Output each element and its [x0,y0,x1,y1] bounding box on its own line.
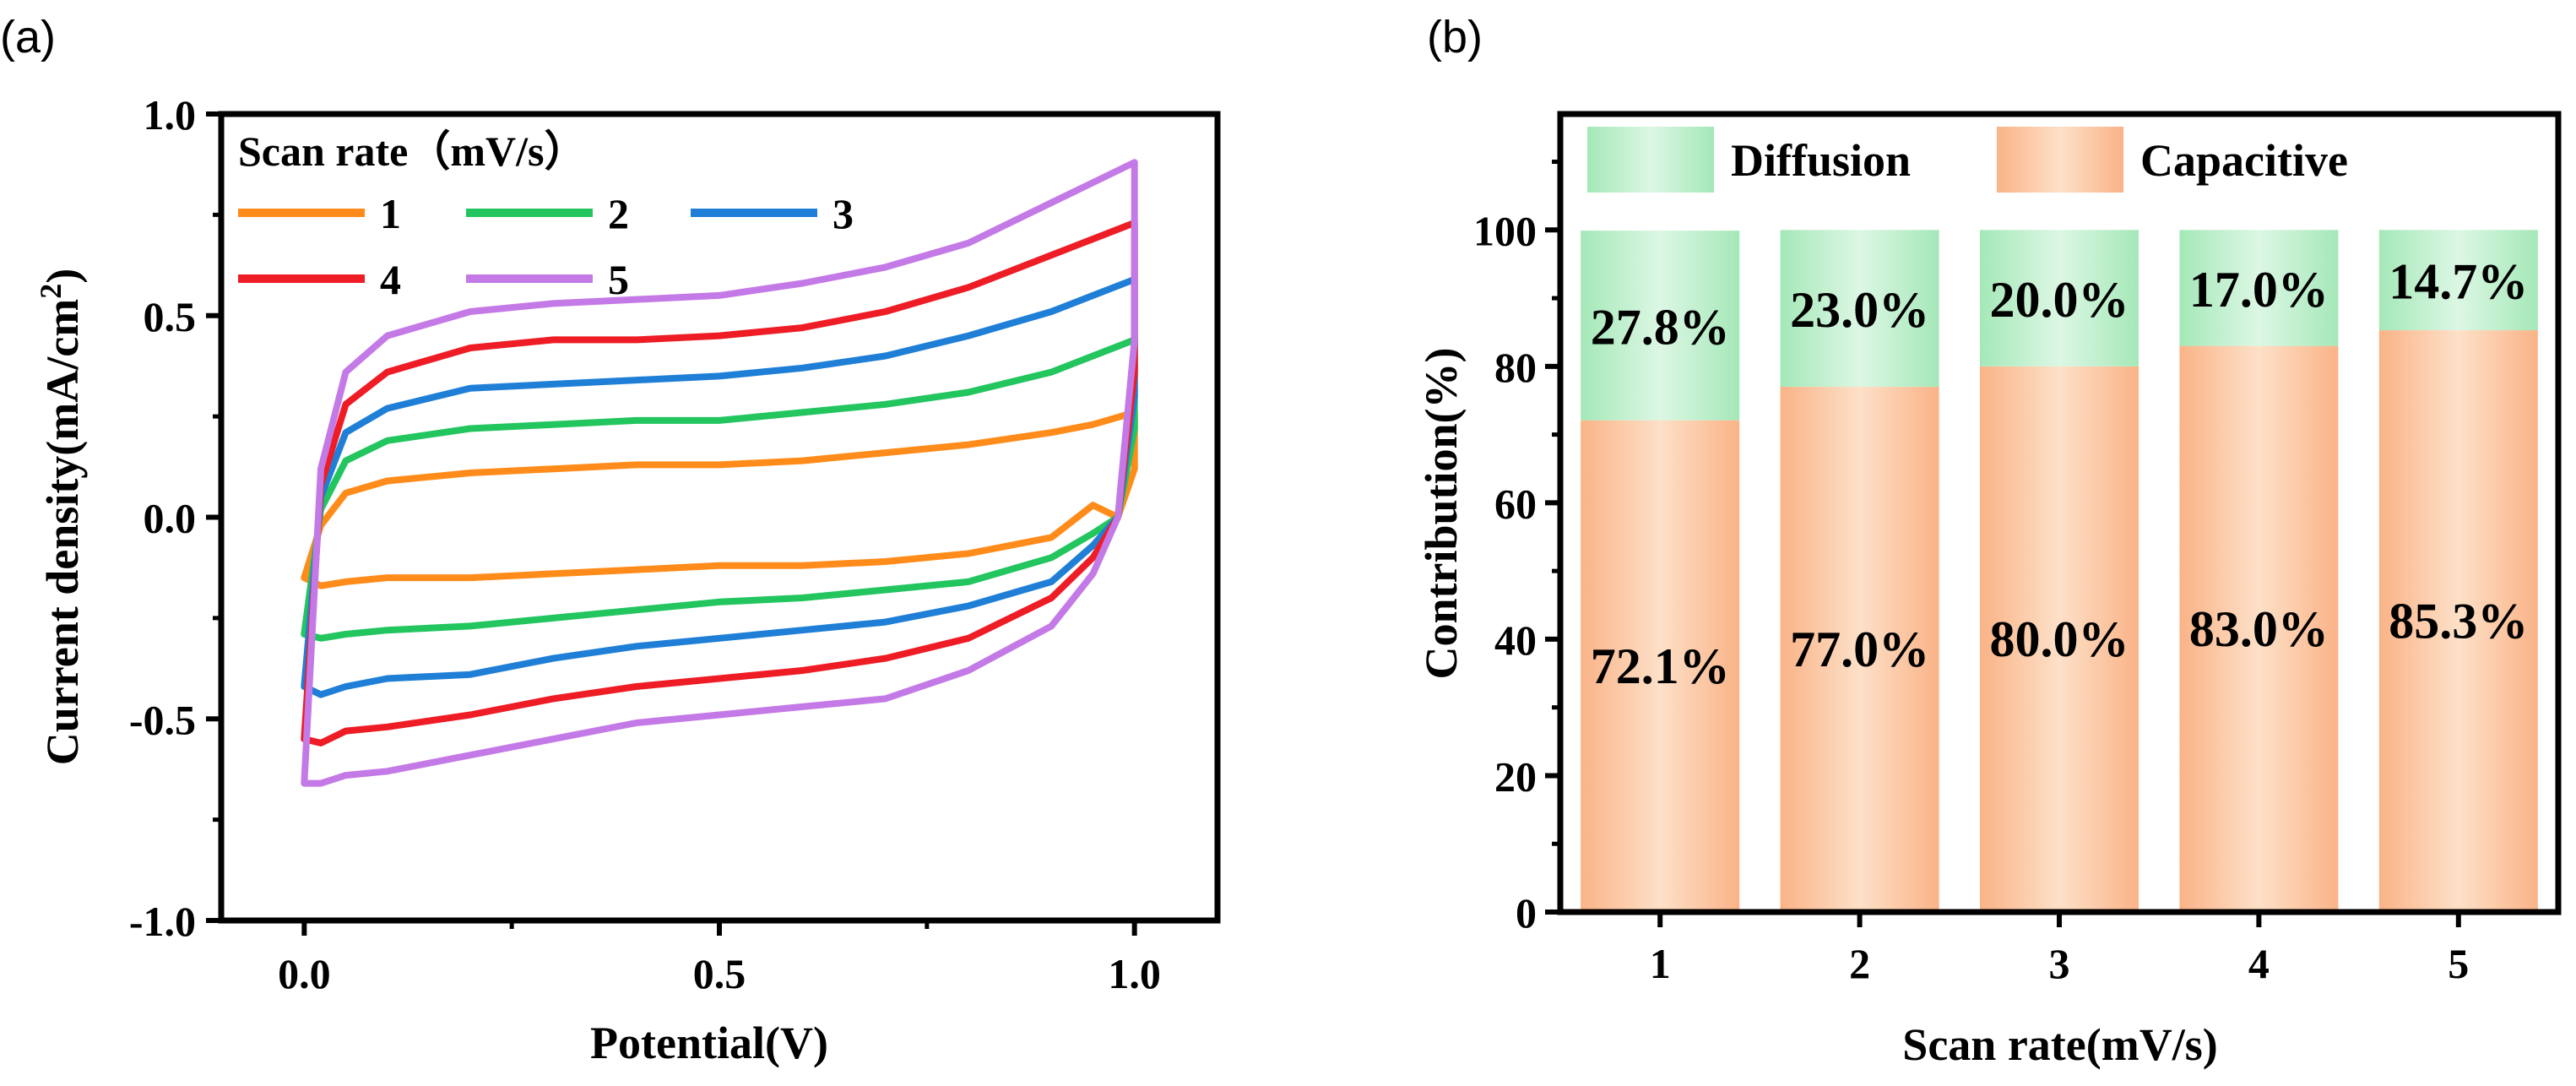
panel-a-label: (a) [0,12,56,62]
label-diffusion-5: 14.7% [2389,254,2528,310]
bar-capacitive-4 [2179,345,2339,913]
y-tick-label: 0.5 [144,293,197,340]
legend-label-3: 3 [832,190,854,237]
label-diffusion-3: 20.0% [1990,272,2129,328]
y-tick-label: 60 [1494,480,1537,527]
legend-items: 1 2 3 4 5 [238,190,854,303]
cv-curve-1 [301,409,1138,589]
legend-label-2: 2 [608,190,629,237]
y-tick-label: 1.0 [144,91,197,138]
x-tick-label: 0.0 [278,950,331,997]
panel-a-frame [218,111,1221,924]
panel-a-ticks: -1.0 -0.5 0.0 0.5 1.0 0.0 0.5 1.0 [129,91,1161,997]
panel-b-ticks: 0 20 40 60 80 100 1 2 3 4 5 [1473,160,2469,987]
panel-b: (b) 72.1% 27.8% 77.0% 23.0% 80.0% 20.0% 83.0% 1… [1416,12,2562,1070]
label-diffusion-2: 23.0% [1790,282,1929,338]
y-label-close: ) [37,269,88,284]
bar-capacitive-1 [1581,420,1740,913]
y-tick-label: 20 [1494,752,1537,800]
bar-diffusion-5 [2378,230,2538,331]
y-tick-label: 80 [1494,344,1537,391]
panel-a: (a) -1.0 -0.5 0.0 0.5 1.0 0.0 0.5 1.0 Potential… [0,12,1221,1068]
x-tick-label: 3 [2049,940,2070,987]
legend-label-5: 5 [608,256,629,303]
legend-label-4: 4 [380,256,401,303]
panel-b-legend: Diffusion Capacitive [1587,127,2348,193]
label-diffusion-1: 27.8% [1591,299,1730,355]
x-tick-label: 0.5 [693,950,746,997]
legend-swatch-capacitive [1997,127,2123,193]
legend-title: Scan rate（mV/s） [238,128,586,175]
y-tick-label: 40 [1494,616,1537,664]
cv-curve-5 [301,159,1138,787]
bar-diffusion-3 [1980,230,2139,367]
bar-diffusion-4 [2179,230,2339,346]
panel-b-label: (b) [1427,12,1483,62]
panel-a-legend: Scan rate（mV/s） 1 2 3 4 5 [238,128,854,303]
legend-label-capacitive: Capacitive [2140,135,2348,186]
bar-capacitive-5 [2378,330,2538,912]
panel-b-y-axis-label: Contribution(%) [1416,347,1467,679]
x-tick-label: 5 [2448,940,2469,987]
cv-curve-4 [301,219,1138,747]
y-tick-label: 0 [1516,889,1537,937]
label-capacitive-1: 72.1% [1591,638,1730,694]
y-tick-label: 0.0 [144,495,197,542]
bar-capacitive-2 [1780,387,1939,913]
bar-diffusion-2 [1780,230,1939,388]
panel-b-x-axis-label: Scan rate(mV/s) [1902,1019,2217,1070]
y-tick-label: 100 [1473,207,1537,254]
cv-curve-3 [301,275,1138,698]
x-tick-label: 1.0 [1108,950,1161,997]
legend-label-1: 1 [380,190,401,237]
y-tick-label: -0.5 [129,696,196,743]
legend-swatch-diffusion [1587,127,1714,193]
label-capacitive-5: 85.3% [2389,594,2528,649]
y-label-main: Current density(mA/cm [37,299,88,765]
bar-capacitive-3 [1980,366,2139,912]
panel-a-y-axis-label: Current density(mA/cm2) [34,269,88,765]
y-label-superscript: 2 [34,284,68,299]
x-tick-label: 4 [2248,940,2270,987]
label-capacitive-4: 83.0% [2189,601,2329,657]
label-capacitive-2: 77.0% [1790,622,1929,677]
legend-label-diffusion: Diffusion [1731,135,1911,186]
stacked-bars: 72.1% 27.8% 77.0% 23.0% 80.0% 20.0% 83.0% 17.0%… [1581,230,2538,913]
x-tick-label: 2 [1849,940,1870,987]
y-tick-label: -1.0 [129,898,196,945]
label-diffusion-4: 17.0% [2189,262,2329,318]
x-tick-label: 1 [1650,940,1671,987]
label-capacitive-3: 80.0% [1990,611,2129,667]
panel-a-x-axis-label: Potential(V) [590,1018,828,1068]
cv-curves [301,159,1138,787]
cv-curve-2 [301,336,1138,642]
bar-diffusion-1 [1581,231,1740,421]
